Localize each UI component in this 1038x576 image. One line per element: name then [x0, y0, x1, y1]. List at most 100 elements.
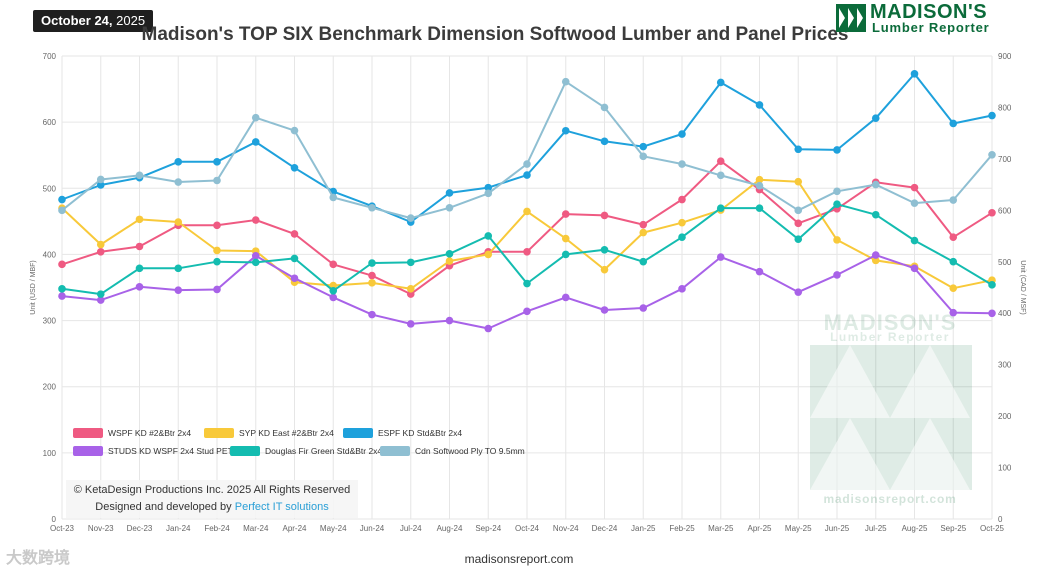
data-point[interactable]: [871, 251, 880, 259]
data-point[interactable]: [135, 215, 144, 224]
data-point[interactable]: [794, 219, 803, 228]
data-point[interactable]: [290, 126, 299, 135]
data-point[interactable]: [755, 204, 764, 212]
data-point[interactable]: [988, 111, 996, 120]
data-point[interactable]: [600, 103, 609, 112]
data-point[interactable]: [600, 211, 609, 220]
legend-item[interactable]: STUDS KD WSPF 2x4 Stud PET: [73, 446, 233, 456]
data-point[interactable]: [174, 264, 183, 273]
data-point[interactable]: [794, 177, 803, 186]
data-point[interactable]: [174, 158, 183, 166]
data-point[interactable]: [368, 259, 376, 267]
data-point[interactable]: [833, 271, 841, 279]
data-point[interactable]: [406, 214, 415, 222]
data-point[interactable]: [368, 203, 376, 212]
data-point[interactable]: [523, 279, 531, 288]
data-point[interactable]: [445, 189, 454, 197]
data-point[interactable]: [368, 310, 376, 319]
data-point[interactable]: [445, 316, 454, 325]
data-point[interactable]: [96, 175, 105, 184]
legend-item[interactable]: ESPF KD Std&Btr 2x4: [343, 428, 462, 438]
data-point[interactable]: [561, 293, 570, 302]
data-point[interactable]: [406, 290, 415, 298]
data-point[interactable]: [600, 245, 609, 254]
data-point[interactable]: [96, 181, 105, 189]
data-point[interactable]: [910, 183, 919, 192]
data-point[interactable]: [445, 203, 454, 212]
data-point[interactable]: [213, 246, 221, 255]
data-point[interactable]: [716, 204, 725, 212]
data-point[interactable]: [135, 264, 144, 273]
data-point[interactable]: [523, 207, 531, 216]
data-point[interactable]: [949, 196, 958, 204]
data-point[interactable]: [251, 251, 260, 260]
data-point[interactable]: [561, 126, 570, 135]
data-point[interactable]: [639, 228, 648, 237]
data-point[interactable]: [406, 258, 415, 267]
data-point[interactable]: [910, 264, 919, 273]
data-point[interactable]: [716, 171, 725, 180]
data-point[interactable]: [174, 286, 183, 294]
data-point[interactable]: [96, 296, 105, 304]
data-point[interactable]: [406, 320, 415, 328]
data-point[interactable]: [639, 152, 648, 161]
data-point[interactable]: [755, 267, 764, 276]
data-point[interactable]: [639, 304, 648, 312]
legend-item[interactable]: Cdn Softwood Ply TO 9.5mm: [380, 446, 525, 456]
data-point[interactable]: [833, 187, 841, 196]
data-point[interactable]: [58, 285, 66, 293]
data-point[interactable]: [368, 279, 376, 287]
data-point[interactable]: [523, 307, 531, 316]
data-point[interactable]: [910, 236, 919, 245]
data-point[interactable]: [135, 283, 144, 291]
data-point[interactable]: [174, 218, 183, 226]
data-point[interactable]: [290, 274, 299, 283]
data-point[interactable]: [639, 142, 648, 151]
data-point[interactable]: [794, 288, 803, 296]
data-point[interactable]: [755, 101, 764, 109]
data-point[interactable]: [213, 257, 221, 266]
data-point[interactable]: [251, 216, 260, 224]
data-point[interactable]: [561, 77, 570, 86]
data-point[interactable]: [678, 195, 686, 204]
data-point[interactable]: [523, 247, 531, 256]
data-point[interactable]: [600, 265, 609, 274]
designer-link[interactable]: Perfect IT solutions: [234, 501, 329, 513]
data-point[interactable]: [600, 137, 609, 146]
data-point[interactable]: [251, 258, 260, 267]
data-point[interactable]: [523, 160, 531, 168]
legend-item[interactable]: Douglas Fir Green Std&Btr 2x4: [230, 446, 382, 456]
data-point[interactable]: [329, 293, 338, 302]
data-point[interactable]: [96, 247, 105, 256]
data-point[interactable]: [290, 163, 299, 172]
data-point[interactable]: [678, 130, 686, 138]
data-point[interactable]: [96, 290, 105, 298]
data-point[interactable]: [406, 285, 415, 293]
data-point[interactable]: [949, 284, 958, 292]
data-point[interactable]: [368, 271, 376, 280]
data-point[interactable]: [58, 260, 66, 269]
data-point[interactable]: [445, 257, 454, 265]
data-point[interactable]: [251, 138, 260, 146]
data-point[interactable]: [949, 233, 958, 242]
data-point[interactable]: [678, 160, 686, 168]
data-point[interactable]: [755, 175, 764, 184]
data-point[interactable]: [678, 233, 686, 242]
data-point[interactable]: [639, 257, 648, 266]
legend-item[interactable]: WSPF KD #2&Btr 2x4: [73, 428, 191, 438]
data-point[interactable]: [484, 189, 493, 198]
data-point[interactable]: [135, 171, 144, 180]
data-point[interactable]: [678, 285, 686, 293]
data-point[interactable]: [600, 306, 609, 314]
data-point[interactable]: [58, 206, 66, 215]
data-point[interactable]: [871, 180, 880, 189]
data-point[interactable]: [523, 171, 531, 179]
data-point[interactable]: [678, 218, 686, 227]
data-point[interactable]: [716, 157, 725, 165]
data-point[interactable]: [794, 235, 803, 244]
data-point[interactable]: [988, 309, 996, 318]
data-point[interactable]: [329, 193, 338, 202]
data-point[interactable]: [484, 250, 493, 259]
data-point[interactable]: [833, 146, 841, 154]
data-point[interactable]: [329, 260, 338, 269]
